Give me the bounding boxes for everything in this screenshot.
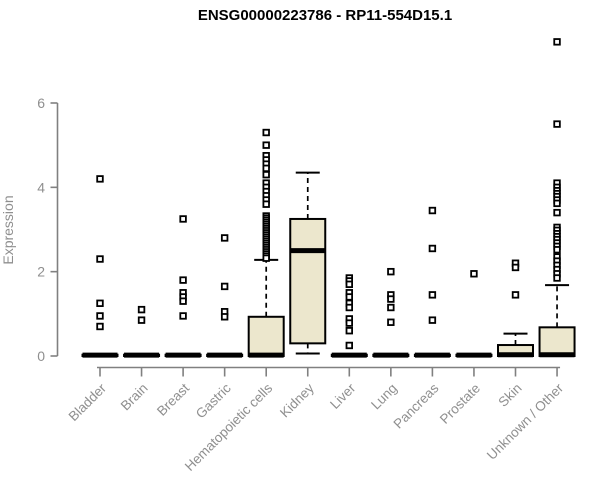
boxplot-pancreas [413, 206, 451, 358]
outlier-point [428, 291, 437, 299]
outlier-point [137, 305, 146, 314]
box-iqr [538, 326, 576, 358]
outlier-point [179, 276, 187, 284]
box-iqr [289, 217, 327, 345]
outlier-point [262, 200, 270, 208]
outlier-point [387, 303, 395, 312]
outlier-point [179, 297, 187, 305]
outlier-point [553, 274, 561, 282]
outlier-point [179, 312, 187, 320]
outlier-point [553, 246, 561, 254]
x-tick-label: Bladder [66, 380, 110, 424]
x-tick-label: Breast [154, 380, 192, 418]
x-tick-label: Brain [118, 381, 151, 414]
outlier-point [345, 341, 353, 350]
y-tick-label: 0 [37, 348, 45, 364]
outlier-point [345, 303, 353, 312]
x-tick-label: Liver [327, 380, 359, 412]
x-tick-label: Kidney [277, 380, 317, 420]
boxplot-hematopoietic-cells [247, 128, 285, 358]
y-tick-label: 6 [37, 95, 45, 111]
boxplot-skin [497, 259, 534, 358]
boxplot-brain [123, 305, 161, 358]
outlier-point [428, 244, 437, 253]
boxplot-kidney [289, 171, 327, 355]
outlier-point [511, 291, 520, 299]
boxplot-prostate [455, 270, 493, 358]
outlier-point [553, 199, 561, 208]
boxplot-unknown-other [538, 38, 576, 358]
outlier-point [220, 313, 229, 321]
outlier-point [96, 175, 104, 183]
outlier-point [428, 316, 437, 324]
y-tick-label: 2 [37, 264, 45, 280]
y-tick-label: 4 [37, 179, 45, 195]
outlier-point [179, 215, 187, 223]
outlier-point [511, 263, 520, 272]
outlier-point [220, 282, 229, 291]
outlier-point [345, 280, 353, 289]
outlier-point [387, 295, 395, 303]
y-axis-label: Expression [0, 195, 16, 265]
boxplot-breast [164, 215, 202, 358]
outlier-point [96, 299, 104, 307]
outlier-point [96, 322, 104, 331]
outlier-point [553, 208, 561, 217]
boxplot-bladder [81, 175, 119, 358]
outlier-point [137, 316, 146, 324]
boxplot-gastric [206, 234, 244, 358]
outlier-point [262, 164, 270, 173]
outlier-point [96, 255, 104, 263]
outlier-point [387, 267, 395, 276]
outlier-point [553, 38, 561, 46]
outlier-point [262, 170, 270, 179]
outlier-point [262, 254, 270, 262]
x-tick-label: Unknown / Other [484, 380, 567, 463]
x-tick-label: Lung [368, 381, 400, 413]
outlier-point [345, 293, 353, 301]
boxplot-lung [372, 267, 410, 358]
boxplot-liver [330, 274, 368, 358]
outlier-point [220, 234, 229, 242]
x-tick-label: Skin [495, 381, 524, 410]
x-tick-label: Gastric [193, 380, 234, 421]
outlier-point [262, 141, 270, 149]
box-iqr [247, 315, 285, 358]
outlier-point [96, 312, 104, 320]
x-tick-label: Prostate [437, 381, 483, 427]
outlier-point [345, 326, 353, 335]
outlier-point [262, 128, 270, 137]
outlier-point [387, 318, 395, 326]
x-tick-label: Pancreas [391, 380, 442, 431]
outlier-point [345, 319, 353, 327]
outlier-point [470, 270, 478, 278]
outlier-point [428, 206, 437, 215]
outlier-point [553, 120, 561, 128]
chart-title: ENSG00000223786 - RP11-554D15.1 [197, 7, 453, 24]
